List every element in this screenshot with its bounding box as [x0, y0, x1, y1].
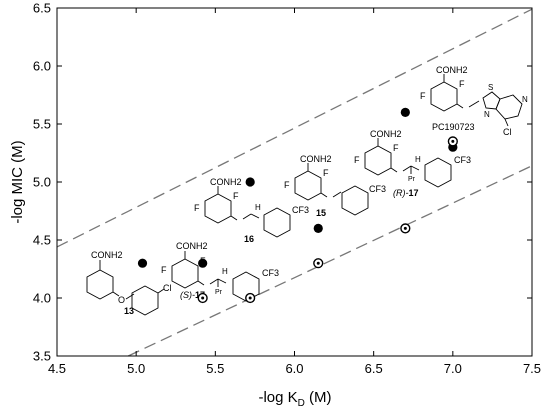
bound-line-upper [56, 8, 533, 248]
structure-text-f: F [420, 91, 426, 101]
structure-text-nh: H [255, 203, 261, 212]
compound-label-13: 13 [124, 306, 134, 316]
structure-text-conh2: CONH2 [91, 250, 123, 260]
y-axis-title: -log MIC (M) [9, 140, 26, 223]
structure-text-conh2: CONH2 [436, 65, 468, 75]
data-point-filled [245, 177, 255, 187]
structure-s17: CONH2 F F H Pr CF3 (S)-17 [161, 241, 279, 302]
data-point-dotted [313, 258, 324, 269]
structure-text-cf3: CF3 [369, 184, 386, 194]
y-tick-label: 6.5 [33, 1, 51, 16]
structure-text-n: N [522, 95, 528, 104]
structure-text-conh2: CONH2 [300, 154, 332, 164]
data-points [137, 107, 458, 304]
compound-label-r17: (R)-17 [393, 188, 419, 198]
axis-ticks: 4.5 5.0 5.5 6.0 6.5 7.0 7.5 3.5 4.0 4.5 5.0 5.5 6.0 6… [33, 1, 541, 377]
structure-text-f: F [393, 143, 399, 153]
y-tick-label: 5.0 [33, 175, 51, 190]
structure-text-pr: Pr [408, 176, 416, 183]
structure-text-f: F [323, 168, 329, 178]
structure-text-f: F [284, 180, 290, 190]
structure-text-conh2: CONH2 [176, 241, 208, 251]
data-point-dot [403, 226, 407, 230]
data-point-filled [313, 223, 323, 233]
y-tick-label: 6.0 [33, 59, 51, 74]
x-axis-title: -log KD (M) [258, 389, 331, 409]
structure-13: CONH2 O Cl 13 [86, 250, 172, 316]
structure-text-f: F [459, 79, 465, 89]
x-tick-label: 4.5 [48, 361, 66, 376]
data-point-filled [137, 258, 148, 268]
compound-label-15: 15 [316, 208, 326, 218]
structure-text-cf3: CF3 [292, 205, 309, 215]
structure-text-s: S [488, 83, 493, 92]
data-point-dotted [245, 292, 256, 304]
structure-text-pr: Pr [215, 289, 223, 296]
x-tick-label: 7.0 [444, 361, 462, 376]
data-point-dotted [197, 292, 208, 304]
compound-label-pc190723: PC190723 [432, 122, 475, 132]
structure-text-cl: Cl [503, 127, 512, 137]
y-tick-label: 3.5 [33, 349, 51, 364]
structure-text-f: F [233, 191, 239, 201]
structure-text-nh: H [222, 267, 228, 276]
x-axis-title-unit: (M) [305, 389, 332, 406]
data-point-dot [451, 139, 455, 143]
plot-frame [56, 7, 533, 357]
structure-text-conh2: CONH2 [370, 129, 402, 139]
structure-15: CONH2 F F CF3 15 [284, 154, 386, 218]
structure-16: CONH2 F F H CF3 16 [194, 177, 309, 244]
y-tick-label: 4.0 [33, 291, 51, 306]
structure-text-f: F [161, 265, 167, 275]
structure-text-f: F [354, 155, 360, 165]
data-point-dot [201, 296, 205, 300]
data-point-filled [400, 107, 410, 117]
structure-pc190723: CONH2 F F S N N Cl PC190723 [420, 65, 528, 137]
compound-label-16: 16 [244, 234, 254, 244]
structure-text-cf3: CF3 [454, 155, 471, 165]
y-tick-label: 5.5 [33, 117, 51, 132]
structure-text-cl: Cl [163, 283, 172, 293]
structure-text-nh: H [415, 155, 421, 164]
structure-text-conh2: CONH2 [210, 177, 242, 187]
x-tick-label: 6.5 [365, 361, 383, 376]
data-point-filled [198, 258, 208, 268]
x-tick-label: 5.5 [206, 361, 224, 376]
x-tick-label: 7.5 [523, 361, 541, 376]
y-tick-label: 4.5 [33, 233, 51, 248]
x-tick-label: 5.0 [127, 361, 145, 376]
structure-text-f: F [194, 203, 200, 213]
bound-lines [56, 8, 533, 357]
structure-drawings: CONH2 O Cl 13 CONH2 F F H Pr CF3 (S)-17 [86, 65, 528, 316]
structure-text-cf3: CF3 [262, 268, 279, 278]
x-tick-label: 6.0 [285, 361, 303, 376]
structure-text-n: N [484, 110, 490, 119]
data-point-dot [316, 261, 320, 265]
x-axis-title-subscript: D [298, 398, 305, 409]
data-point-dotted [447, 136, 458, 147]
bound-line-lower [127, 165, 533, 357]
structure-text-o: O [118, 295, 125, 305]
structure-r17: CONH2 F F H Pr CF3 (R)-17 [354, 129, 471, 198]
data-point-dotted [400, 223, 411, 234]
data-point-dot [248, 296, 252, 300]
